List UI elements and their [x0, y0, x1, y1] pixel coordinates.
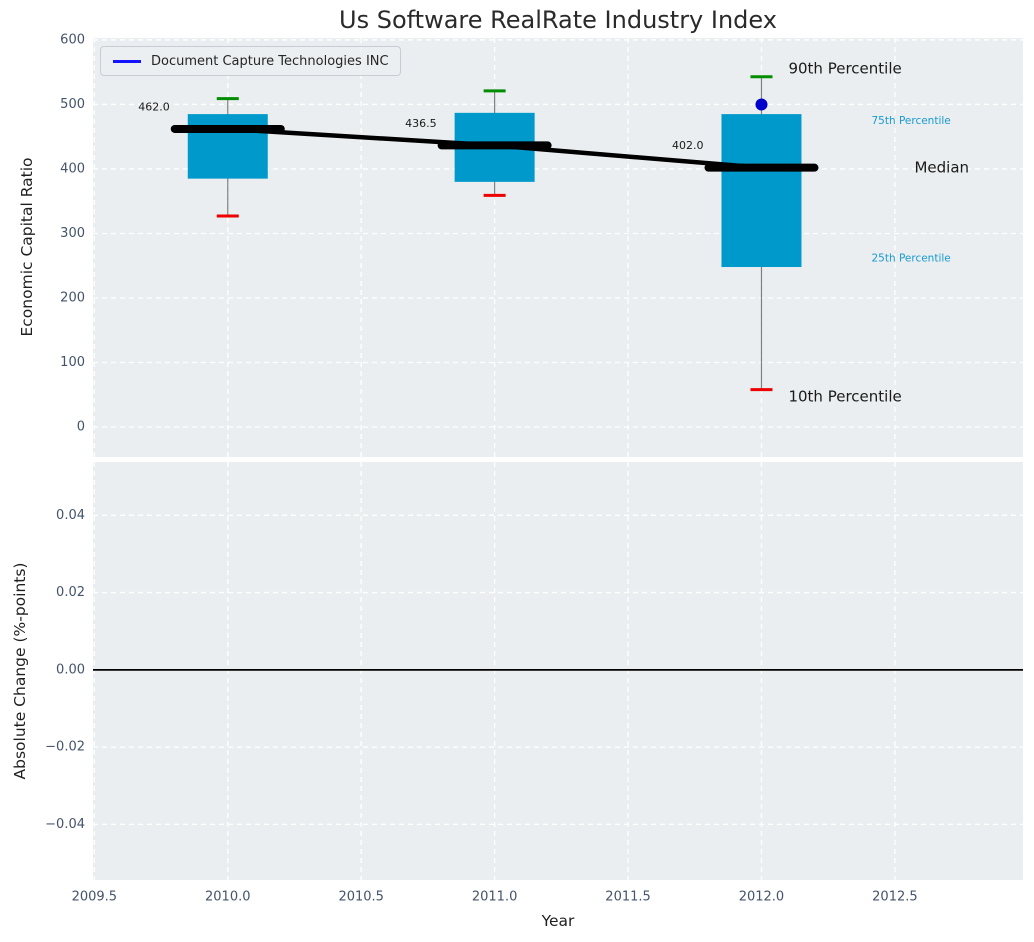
- x-tick-label: 2011.5: [605, 890, 651, 905]
- percentile-label-p75: 75th Percentile: [871, 115, 950, 127]
- percentile-label-p10: 10th Percentile: [788, 388, 901, 406]
- percentile-label-p25: 25th Percentile: [871, 253, 950, 265]
- legend-label: Document Capture Technologies INC: [151, 53, 389, 69]
- legend-line-swatch: [113, 59, 141, 63]
- top-plot-background: [93, 38, 1023, 457]
- bottom-plot-background: [93, 462, 1023, 880]
- top-y-tick-label: 100: [60, 355, 85, 370]
- top-y-tick-label: 500: [60, 97, 85, 112]
- x-tick-label: 2012.5: [872, 890, 918, 905]
- top-y-tick-label: 600: [60, 32, 85, 47]
- x-tick-label: 2010.0: [205, 890, 251, 905]
- median-annotation-2010: 462.0: [138, 100, 170, 113]
- chart-title: Us Software RealRate Industry Index: [339, 6, 777, 34]
- top-y-tick-label: 200: [60, 290, 85, 305]
- top-y-axis-label: Economic Capital Ratio: [18, 157, 36, 337]
- bottom-y-tick-label: −0.02: [45, 740, 85, 755]
- bottom-y-tick-label: −0.04: [45, 817, 85, 832]
- box-2012: [721, 114, 802, 268]
- x-tick-label: 2012.0: [739, 890, 785, 905]
- bottom-y-tick-label: 0.02: [56, 585, 85, 600]
- top-y-tick-label: 300: [60, 226, 85, 241]
- top-y-tick-label: 400: [60, 161, 85, 176]
- percentile-label-p90: 90th Percentile: [788, 60, 901, 78]
- x-tick-label: 2009.5: [72, 890, 118, 905]
- median-annotation-2012: 402.0: [672, 139, 704, 152]
- x-axis-label: Year: [541, 912, 575, 930]
- x-tick-label: 2010.5: [338, 890, 384, 905]
- bottom-y-tick-label: 0.04: [56, 508, 85, 523]
- x-tick-label: 2011.0: [472, 890, 518, 905]
- median-annotation-2011: 436.5: [405, 117, 437, 130]
- top-y-tick-label: 0: [77, 420, 85, 435]
- box-2010: [187, 114, 268, 179]
- bottom-y-tick-label: 0.00: [56, 662, 85, 677]
- percentile-label-median: Median: [914, 159, 969, 177]
- bottom-y-axis-label: Absolute Change (%-points): [11, 562, 29, 780]
- company-point-2012: [755, 98, 768, 111]
- legend: Document Capture Technologies INC: [100, 46, 401, 76]
